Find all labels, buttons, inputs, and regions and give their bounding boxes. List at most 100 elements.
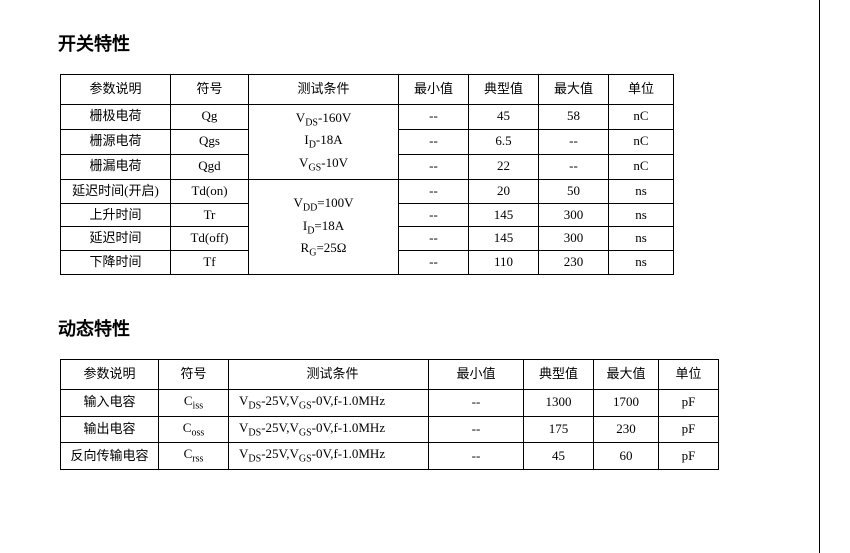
cell-param: 下降时间	[61, 251, 171, 275]
sub: GS	[299, 454, 312, 465]
table-row: 输入电容 Ciss VDS-25V,VGS-0V,f-1.0MHz -- 130…	[61, 390, 719, 417]
cell-unit: nC	[609, 129, 674, 154]
sub: DS	[305, 117, 318, 128]
col-min: 最小值	[399, 75, 469, 105]
cell-max: --	[539, 129, 609, 154]
cell-unit: nC	[609, 104, 674, 129]
cell-min: --	[429, 443, 524, 470]
sub: rss	[192, 454, 203, 465]
cell-unit: pF	[659, 416, 719, 443]
sub: DD	[303, 203, 317, 214]
cell-max: 300	[539, 203, 609, 227]
cell-cond-group2: VDD=100V ID=18A RG=25Ω	[249, 179, 399, 275]
txt: V	[239, 393, 248, 408]
txt: =100V	[317, 195, 353, 210]
cell-min: --	[399, 154, 469, 179]
txt: R	[301, 240, 310, 255]
sub: D	[309, 140, 316, 151]
txt: -0V,f-1.0MHz	[312, 393, 385, 408]
cell-max: 60	[594, 443, 659, 470]
txt: -25V,V	[261, 420, 299, 435]
cell-min: --	[429, 416, 524, 443]
col-max: 最大值	[539, 75, 609, 105]
cell-typ: 20	[469, 179, 539, 203]
cell-typ: 145	[469, 227, 539, 251]
txt: -160V	[318, 110, 351, 125]
cell-max: 50	[539, 179, 609, 203]
cell-typ: 110	[469, 251, 539, 275]
sub: GS	[299, 427, 312, 438]
cell-max: --	[539, 154, 609, 179]
cell-sym: Qg	[171, 104, 249, 129]
cell-sym: Tf	[171, 251, 249, 275]
table-header-row: 参数说明 符号 测试条件 最小值 典型值 最大值 单位	[61, 360, 719, 390]
cell-unit: nC	[609, 154, 674, 179]
cell-unit: ns	[609, 179, 674, 203]
col-max: 最大值	[594, 360, 659, 390]
cell-unit: ns	[609, 203, 674, 227]
section1-title: 开关特性	[58, 30, 800, 56]
cell-param: 上升时间	[61, 203, 171, 227]
txt: -0V,f-1.0MHz	[312, 420, 385, 435]
txt: -18A	[316, 132, 343, 147]
cell-param: 栅源电荷	[61, 129, 171, 154]
cell-unit: pF	[659, 443, 719, 470]
col-param: 参数说明	[61, 360, 159, 390]
switching-characteristics-table: 参数说明 符号 测试条件 最小值 典型值 最大值 单位 栅极电荷 Qg VDS-…	[60, 74, 674, 275]
sub: DS	[248, 427, 261, 438]
sub: oss	[191, 427, 204, 438]
cell-param: 栅极电荷	[61, 104, 171, 129]
cell-typ: 1300	[524, 390, 594, 417]
txt: C	[184, 446, 193, 461]
cell-cond: VDS-25V,VGS-0V,f-1.0MHz	[229, 443, 429, 470]
cell-typ: 22	[469, 154, 539, 179]
txt: -25V,V	[261, 393, 299, 408]
cell-typ: 175	[524, 416, 594, 443]
cell-param: 延迟时间(开启)	[61, 179, 171, 203]
cell-cond-group1: VDS-160V ID-18A VGS-10V	[249, 104, 399, 179]
cell-max: 230	[539, 251, 609, 275]
cell-unit: ns	[609, 251, 674, 275]
cell-sym: Td(on)	[171, 179, 249, 203]
cell-max: 230	[594, 416, 659, 443]
table-row: 延迟时间(开启) Td(on) VDD=100V ID=18A RG=25Ω -…	[61, 179, 674, 203]
cell-param: 输入电容	[61, 390, 159, 417]
cell-cond: VDS-25V,VGS-0V,f-1.0MHz	[229, 390, 429, 417]
cell-max: 1700	[594, 390, 659, 417]
table-row: 栅极电荷 Qg VDS-160V ID-18A VGS-10V -- 45 58…	[61, 104, 674, 129]
table-row: 输出电容 Coss VDS-25V,VGS-0V,f-1.0MHz -- 175…	[61, 416, 719, 443]
cell-param: 栅漏电荷	[61, 154, 171, 179]
cell-cond: VDS-25V,VGS-0V,f-1.0MHz	[229, 416, 429, 443]
cell-min: --	[399, 129, 469, 154]
cell-param: 输出电容	[61, 416, 159, 443]
txt: V	[239, 420, 248, 435]
cell-sym: Coss	[159, 416, 229, 443]
cell-sym: Td(off)	[171, 227, 249, 251]
cell-sym: Qgs	[171, 129, 249, 154]
sub: DS	[248, 401, 261, 412]
cell-sym: Ciss	[159, 390, 229, 417]
txt: V	[239, 446, 248, 461]
cell-max: 300	[539, 227, 609, 251]
col-param: 参数说明	[61, 75, 171, 105]
cell-min: --	[399, 251, 469, 275]
col-typ: 典型值	[524, 360, 594, 390]
col-min: 最小值	[429, 360, 524, 390]
sub: GS	[308, 163, 321, 174]
cell-typ: 6.5	[469, 129, 539, 154]
col-typ: 典型值	[469, 75, 539, 105]
table-header-row: 参数说明 符号 测试条件 最小值 典型值 最大值 单位	[61, 75, 674, 105]
col-symbol: 符号	[171, 75, 249, 105]
cell-typ: 45	[469, 104, 539, 129]
cell-sym: Tr	[171, 203, 249, 227]
cell-min: --	[399, 227, 469, 251]
sub: iss	[193, 401, 204, 412]
page-right-border	[819, 0, 820, 553]
txt: V	[296, 110, 305, 125]
txt: C	[184, 393, 193, 408]
txt: V	[293, 195, 302, 210]
section2-title: 动态特性	[58, 315, 800, 341]
col-unit: 单位	[659, 360, 719, 390]
cell-sym: Qgd	[171, 154, 249, 179]
sub: GS	[299, 401, 312, 412]
